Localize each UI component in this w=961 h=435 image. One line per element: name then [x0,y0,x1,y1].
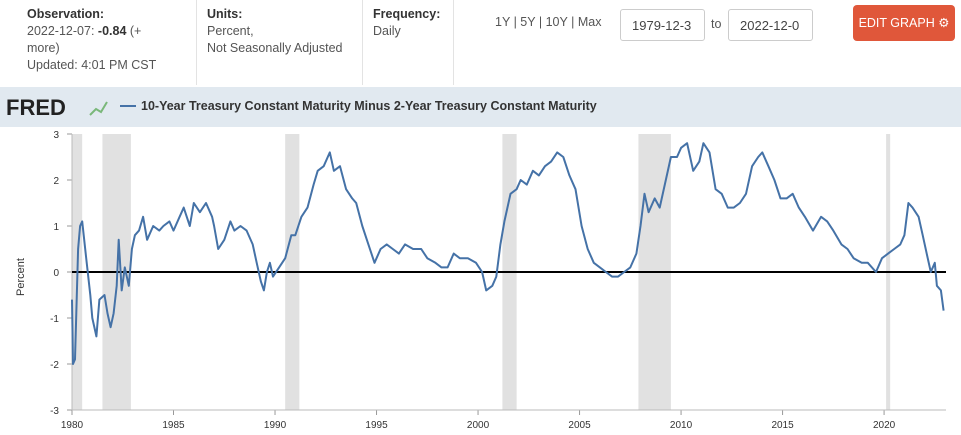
edit-graph-button[interactable]: EDIT GRAPH ⚙ [853,5,955,41]
x-tick-label: 1985 [162,420,185,431]
range-link[interactable]: Max [577,15,602,29]
x-tick-label: 2010 [670,420,693,431]
observation-date: 2022-12-07: [27,24,95,38]
observation-label: Observation: [27,7,105,21]
start-date-input[interactable]: 1979-12-3 [620,9,705,41]
to-label: to [711,17,722,31]
y-tick-label: -3 [50,406,59,417]
end-date-input[interactable]: 2022-12-0 [728,9,813,41]
y-tick-label: 0 [53,268,59,279]
range-link[interactable]: 10Y [545,15,568,29]
range-link[interactable]: 1Y [495,15,511,29]
x-tick-label: 2005 [568,420,591,431]
x-tick-label: 1995 [365,420,388,431]
logo-icon [89,101,108,116]
x-tick-label: 1980 [61,420,84,431]
edit-graph-label: EDIT GRAPH [858,16,935,30]
units-line: Percent, [207,24,254,38]
y-axis-label: Percent [15,258,27,296]
y-tick-label: 1 [53,222,59,233]
x-tick-label: 2020 [873,420,896,431]
range-separator: | [538,15,543,29]
range-link[interactable]: 5Y [520,15,536,29]
more-link[interactable]: (+ more) [27,24,142,55]
y-tick-label: 2 [53,176,59,187]
range-separator: | [513,15,517,29]
y-tick-label: 3 [53,130,59,141]
x-tick-label: 2000 [467,420,490,431]
y-tick-label: -2 [50,360,59,371]
units-line: Not Seasonally Adjusted [207,41,343,55]
separator [362,0,363,85]
frequency-value: Daily [373,24,401,38]
separator [453,0,454,85]
y-tick-label: -1 [50,314,59,325]
x-tick-label: 1990 [264,420,287,431]
range-separator: | [571,15,575,29]
chart: FRED 10-Year Treasury Constant Maturity … [0,87,961,431]
observation-value: -0.84 [97,24,127,38]
logo: FRED [6,95,66,120]
units-label: Units: [207,7,243,21]
x-tick-label: 2015 [771,420,794,431]
legend-band [0,87,961,127]
frequency-label: Frequency: [373,7,441,21]
separator [196,0,197,85]
header-bar: Observation: 2022-12-07: -0.84 (+ more) … [0,0,961,87]
units: Units: Percent, Not Seasonally Adjusted [207,6,343,57]
series-line [71,142,945,365]
range-links: 1Y | 5Y | 10Y | Max [495,14,601,31]
observation: Observation: 2022-12-07: -0.84 (+ more) … [27,6,177,74]
updated: Updated: 4:01 PM CST [27,58,157,72]
legend-label: 10-Year Treasury Constant Maturity Minus… [141,99,597,113]
frequency: Frequency: Daily [373,6,440,40]
